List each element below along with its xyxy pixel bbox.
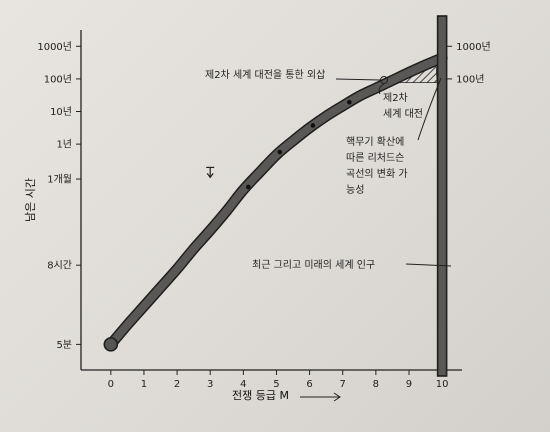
- x-tick-label-9: 9: [406, 379, 412, 390]
- y-tick-label-2: 1개월: [47, 174, 72, 186]
- x-tick-label-2: 2: [174, 379, 180, 390]
- y-tick-label-3: 1년: [56, 139, 72, 151]
- annotation-arrow-population: [405, 263, 452, 267]
- x-tick-label-5: 5: [273, 379, 279, 390]
- series-curve: [106, 53, 447, 349]
- y-tick-label-5: 100년: [44, 73, 72, 85]
- annotation-ww2-extrapolation: 제2차 세계 대전을 통한 외삽: [205, 69, 325, 81]
- annotation-population: 최근 그리고 미래의 세계 인구: [252, 259, 375, 271]
- population-bar: [436, 15, 448, 377]
- bracket-marker: [206, 166, 215, 179]
- y-tick-label-4: 10년: [50, 106, 72, 118]
- annotation-nuclear-4: 능성: [346, 184, 364, 196]
- x-tick-label-10: 10: [436, 379, 449, 390]
- annotation-arrow-ww2: [378, 83, 385, 95]
- y-ticks: 5분 8시간 1개월 1년 10년 100년 1000년 1000년 100년: [37, 41, 490, 351]
- x-ticks: 0 1 2 3 4 5 6 7 8 9 10: [108, 370, 449, 390]
- x-tick-label-6: 6: [306, 379, 312, 390]
- data-marker-0: [246, 184, 251, 190]
- y-tick-label-1: 8시간: [47, 260, 72, 272]
- ww2-point-marker: [380, 76, 388, 84]
- annotation-nuclear-2: 따른 리처드슨: [346, 152, 404, 164]
- x-axis-title: 전쟁 등급 M: [232, 389, 289, 402]
- data-marker-3: [347, 99, 352, 105]
- right-tick-label-0: 1000년: [456, 41, 491, 53]
- x-tick-label-0: 0: [108, 379, 114, 390]
- x-tick-label-8: 8: [373, 379, 379, 390]
- annotation-nuclear-3: 곡선의 변화 가: [346, 168, 408, 180]
- annotation-nuclear-1: 핵무기 확산에: [346, 136, 404, 148]
- y-tick-label-6: 1000년: [37, 41, 72, 53]
- x-tick-label-1: 1: [141, 379, 147, 390]
- annotation-ww2-line1: 제2차: [383, 92, 408, 104]
- annotation-arrow-nuclear: [417, 77, 442, 141]
- annotation-arrow-ww2-extrapolation: [335, 78, 381, 81]
- x-tick-label-3: 3: [207, 379, 213, 390]
- series-start-point: [103, 337, 119, 352]
- x-tick-label-4: 4: [240, 379, 246, 390]
- y-tick-label-0: 5분: [56, 339, 72, 351]
- x-axis-title-arrow: [300, 392, 341, 402]
- right-tick-label-1: 100년: [456, 73, 484, 85]
- data-marker-1: [277, 149, 283, 155]
- x-tick-label-7: 7: [340, 379, 346, 390]
- annotation-ww2-line2: 세계 대전: [383, 108, 423, 120]
- data-marker-2: [310, 123, 316, 128]
- marker-group: [246, 99, 352, 190]
- y-axis-title: 남은 시간: [24, 178, 37, 222]
